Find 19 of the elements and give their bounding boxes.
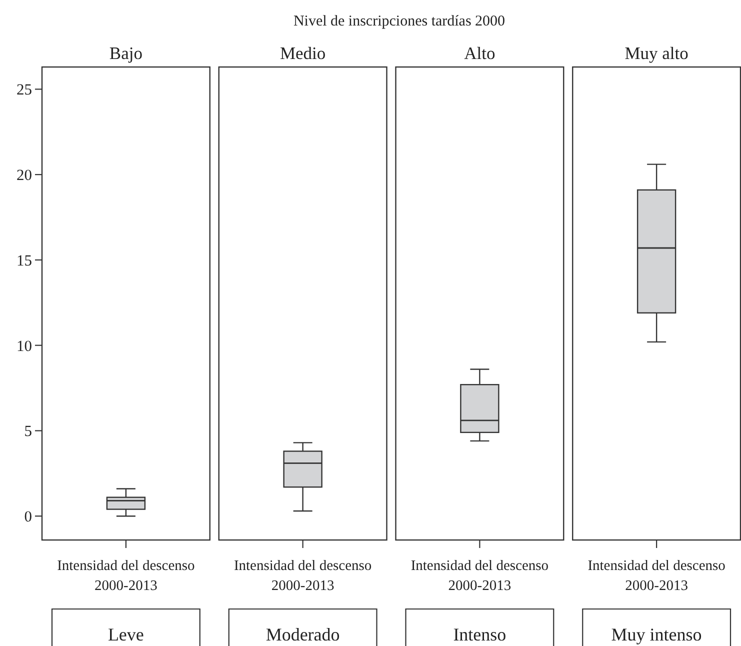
chart-title: Medio (280, 43, 326, 63)
y-tick-label: 15 (16, 252, 32, 270)
y-tick-label: 5 (24, 423, 32, 440)
x-axis-title: Intensidad del descenso 2000-2013 (588, 558, 726, 594)
chart-title: Bajo (109, 43, 143, 63)
x-tick-label: Muy intenso (611, 624, 702, 644)
y-tick-label: 25 (16, 82, 32, 99)
chart-title: Muy alto (624, 43, 689, 63)
y-tick-label: 10 (16, 338, 32, 355)
chart-title: Alto (464, 43, 496, 63)
text: Nivel de inscripciones tardías 2000 (293, 13, 506, 30)
x-tick-label: Moderado (266, 624, 340, 644)
x-tick-label: Intenso (453, 624, 506, 644)
x-axis-title: Intensidad del descenso 2000-2013 (410, 558, 549, 594)
y-tick-label: 20 (16, 167, 32, 184)
y-tick-label: 0 (24, 508, 32, 526)
x-axis-title: Intensidad del descenso 2000-2013 (234, 558, 372, 594)
x-axis-title: Intensidad del descenso 2000-2013 (57, 558, 195, 594)
x-tick-label: Leve (108, 624, 144, 644)
